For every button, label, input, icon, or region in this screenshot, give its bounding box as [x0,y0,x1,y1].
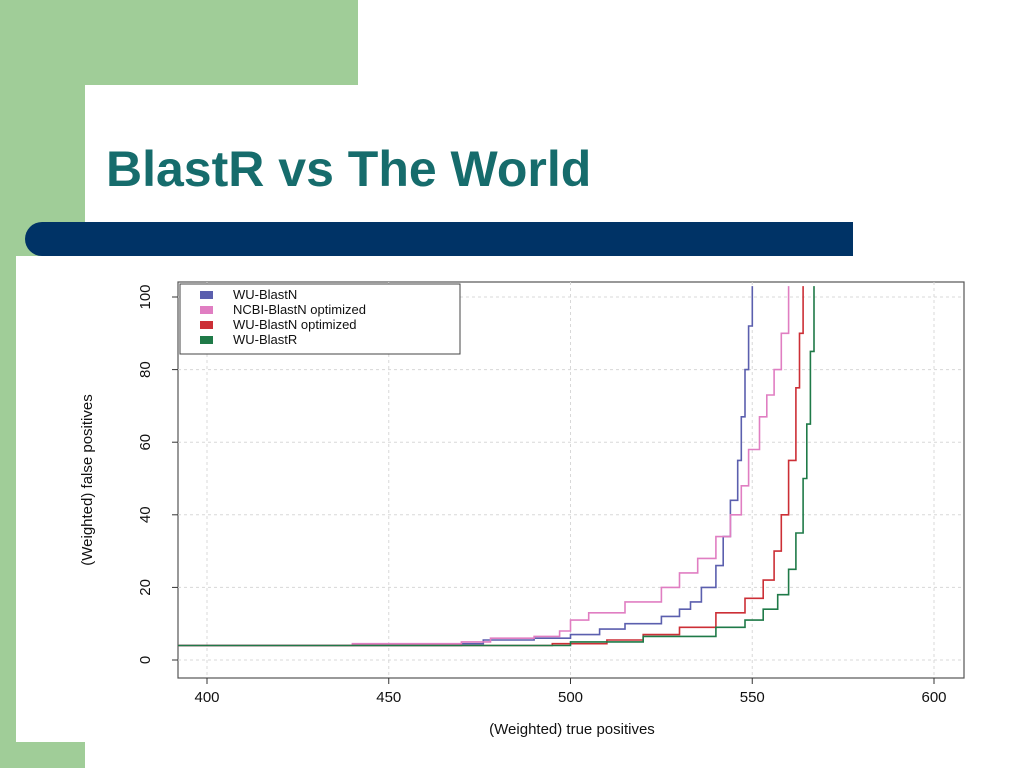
x-tick-label: 600 [921,689,946,706]
legend-label: WU-BlastR [233,332,297,347]
y-tick-label: 100 [137,284,154,309]
series-lines [178,286,815,647]
legend-swatch [200,321,213,329]
y-tick-label: 0 [137,656,154,664]
legend-box [179,283,461,355]
y-tick-label: 60 [137,434,154,451]
y-tick-label: 80 [137,361,154,378]
legend-label: WU-BlastN [233,287,297,302]
legend-swatch [200,336,213,344]
series-line-1 [178,286,790,647]
title-underline-bar [25,222,853,256]
y-tick-label: 40 [137,506,154,523]
x-tick-label: 500 [558,689,583,706]
y-ticks: 0 20 40 60 80 100 [137,284,178,664]
legend-swatch [200,291,213,299]
legend-swatch [200,306,213,314]
slide-top-band [0,0,358,85]
series-line-0 [178,286,754,647]
x-tick-label: 400 [194,689,219,706]
series-line-3 [178,286,815,647]
slide-title: BlastR vs The World [106,141,592,197]
x-axis-label: (Weighted) true positives [489,721,655,738]
x-tick-label: 550 [740,689,765,706]
slide-left-strip [16,256,85,742]
legend-label: NCBI-BlastN optimized [233,302,366,317]
x-tick-label: 450 [376,689,401,706]
grid-lines [178,282,964,678]
y-axis-label: (Weighted) false positives [79,394,96,565]
y-tick-label: 20 [137,579,154,596]
legend-label: WU-BlastN optimized [233,317,357,332]
x-ticks: 400 450 500 550 600 [194,678,947,706]
